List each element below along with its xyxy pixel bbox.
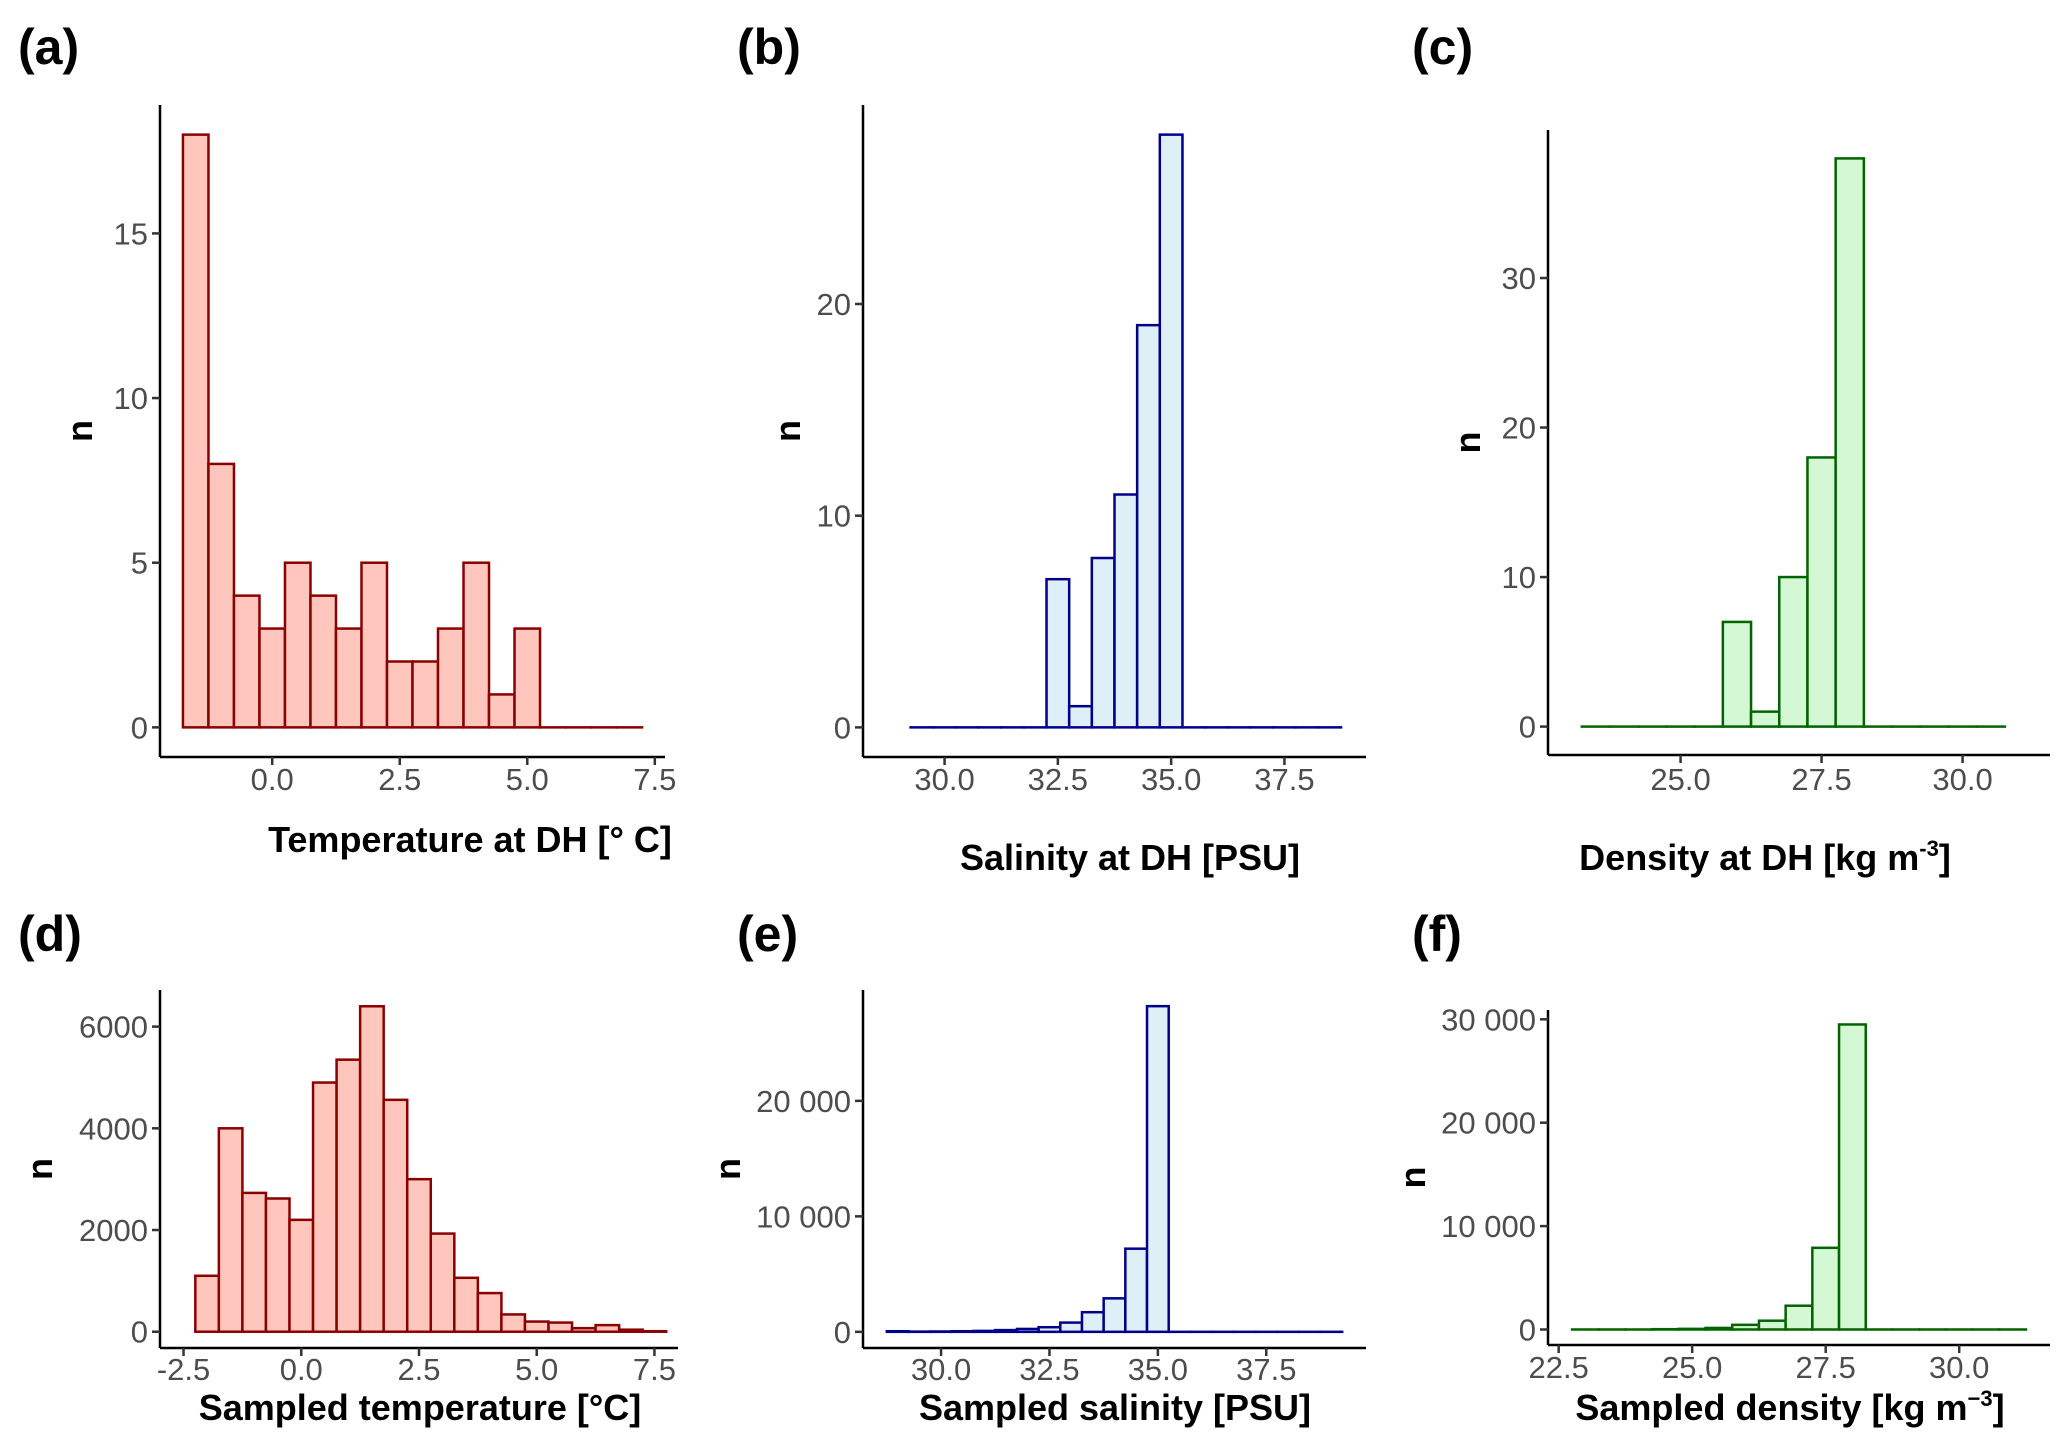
histogram-bar xyxy=(207,462,236,729)
histogram-a: 0.0 2.5 5.0 7.5 0 5 10 15 Temperature at DH [° C… xyxy=(59,105,676,860)
y-tick-label: 5 xyxy=(131,546,148,581)
panel-label-b: (b) xyxy=(737,19,801,75)
y-tick-label: 20 000 xyxy=(756,1084,851,1119)
panel-label-c: (c) xyxy=(1412,19,1474,75)
x-tick-label: 30.0 xyxy=(914,762,974,797)
y-axis-title: n xyxy=(1447,432,1488,454)
histogram-bar xyxy=(1045,577,1071,729)
x-tick-label: 32.5 xyxy=(1028,762,1088,797)
histogram-bar xyxy=(476,1291,503,1333)
x-tick-label: 35.0 xyxy=(1141,762,1201,797)
histogram-bar xyxy=(641,1329,668,1333)
x-tick-label: 7.5 xyxy=(633,1352,676,1387)
histogram-bar xyxy=(360,561,389,729)
panel-label-a: (a) xyxy=(18,19,80,75)
histogram-bar xyxy=(1811,1246,1841,1331)
x-tick-label: 32.5 xyxy=(1019,1352,1079,1387)
x-tick-label: 25.0 xyxy=(1662,1350,1722,1385)
y-tick-label: 30 xyxy=(1502,261,1536,296)
panel-label-e: (e) xyxy=(737,906,799,962)
y-tick-label: 20 000 xyxy=(1441,1106,1536,1141)
histogram-panel-c: 25.0 27.5 30.0 0 10 20 30 Density at DH [kg m-3… xyxy=(1447,130,2050,878)
histogram-bar xyxy=(1158,133,1184,729)
y-tick-label: 10 xyxy=(1502,560,1536,595)
x-tick-label: 0.0 xyxy=(280,1352,323,1387)
y-tick-label: 10 xyxy=(817,499,851,534)
y-tick-label: 4000 xyxy=(79,1111,148,1146)
x-tick-label: 30.0 xyxy=(911,1352,971,1387)
x-tick-label: 35.0 xyxy=(1128,1352,1188,1387)
x-tick-label: 7.5 xyxy=(633,762,676,797)
x-tick-label: 22.5 xyxy=(1529,1350,1589,1385)
y-tick-label: 10 xyxy=(114,381,148,416)
histogram-bar xyxy=(513,627,542,729)
x-axis-title: Sampled temperature [°C] xyxy=(199,1387,642,1428)
x-tick-label: 25.0 xyxy=(1650,762,1710,797)
y-tick-label: 0 xyxy=(131,1315,148,1350)
x-tick-label: 30.0 xyxy=(1929,1350,1989,1385)
y-tick-label: 10 000 xyxy=(1441,1209,1536,1244)
y-tick-label: 2000 xyxy=(79,1213,148,1248)
histogram-bar xyxy=(1721,620,1753,728)
histogram-bar xyxy=(1677,1327,1707,1331)
y-tick-label: 30 000 xyxy=(1441,1002,1536,1037)
histogram-d: -2.5 0.0 2.5 5.0 7.5 0 2000 4000 6000 Sampled tem… xyxy=(19,990,678,1428)
x-axis-title: Salinity at DH [PSU] xyxy=(960,837,1300,878)
histogram-bar xyxy=(181,133,210,729)
histogram-bar xyxy=(1730,1323,1761,1331)
x-axis-title: Temperature at DH [° C] xyxy=(268,819,672,860)
y-axis-title: n xyxy=(59,420,100,442)
x-axis-title: Sampled density [kg m−3] xyxy=(1575,1386,2004,1428)
histogram-panel-a: 0.0 2.5 5.0 7.5 0 5 10 15 Temperature at DH [° C… xyxy=(0,0,700,880)
x-tick-label: 37.5 xyxy=(1254,762,1314,797)
x-tick-label: 5.0 xyxy=(506,762,549,797)
y-tick-label: 6000 xyxy=(79,1010,148,1045)
histogram-bar xyxy=(1145,1004,1170,1334)
y-tick-label: 0 xyxy=(1519,1312,1536,1347)
panel-label-d: (d) xyxy=(18,906,82,962)
y-axis-title: n xyxy=(1392,1167,1433,1189)
panel-label-f: (f) xyxy=(1412,906,1462,962)
histogram-bar xyxy=(1784,1304,1814,1331)
x-tick-label: 27.5 xyxy=(1796,1350,1856,1385)
histogram-c: 25.0 27.5 30.0 0 10 20 30 Density at DH [kg m-3… xyxy=(1447,130,2050,878)
y-tick-label: 10 000 xyxy=(756,1199,851,1234)
y-axis-title: n xyxy=(707,1158,748,1180)
y-tick-label: 0 xyxy=(131,710,148,745)
x-tick-label: -2.5 xyxy=(157,1352,210,1387)
histogram-panel-b: 30.0 32.5 35.0 37.5 0 10 20 Salinity at DH [PSU… xyxy=(767,105,1366,878)
histogram-bar xyxy=(1834,157,1866,728)
y-tick-label: 15 xyxy=(114,216,148,251)
x-tick-label: 30.0 xyxy=(1932,762,1992,797)
x-tick-label: 2.5 xyxy=(397,1352,440,1387)
x-tick-label: 27.5 xyxy=(1791,762,1851,797)
histogram-bar xyxy=(258,627,287,729)
y-tick-label: 0 xyxy=(1519,710,1536,745)
y-tick-label: 20 xyxy=(1502,411,1536,446)
histogram-bar xyxy=(462,561,491,729)
y-tick-label: 20 xyxy=(817,287,851,322)
x-tick-label: 2.5 xyxy=(378,762,421,797)
x-axis-title: Density at DH [kg m-3] xyxy=(1579,836,1951,878)
x-axis-title: Sampled salinity [PSU] xyxy=(919,1387,1311,1428)
x-tick-label: 5.0 xyxy=(515,1352,558,1387)
histogram-bar xyxy=(1704,1326,1734,1331)
y-tick-label: 0 xyxy=(834,710,851,745)
histogram-bar xyxy=(1837,1023,1868,1331)
histogram-b: 30.0 32.5 35.0 37.5 0 10 20 Salinity at DH [PSU… xyxy=(767,105,1366,878)
histogram-bar xyxy=(1757,1319,1787,1331)
y-axis-title: n xyxy=(19,1158,60,1180)
histogram-panel-d: -2.5 0.0 2.5 5.0 7.5 0 2000 4000 6000 Sampled tem… xyxy=(0,0,700,1440)
histogram-bar xyxy=(487,693,516,729)
x-tick-label: 0.0 xyxy=(251,762,294,797)
y-tick-label: 0 xyxy=(834,1315,851,1350)
histogram-bar xyxy=(594,1323,621,1333)
x-tick-label: 37.5 xyxy=(1236,1352,1296,1387)
y-axis-title: n xyxy=(767,420,808,442)
